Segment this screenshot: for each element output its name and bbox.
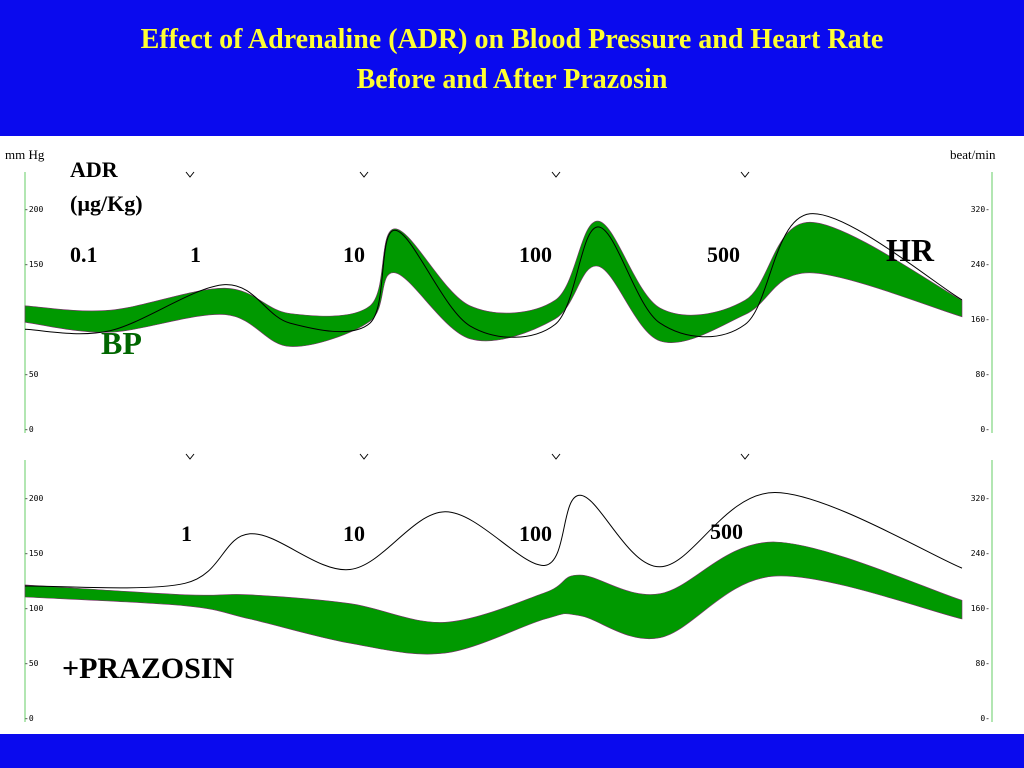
bottom-panel: -200 320--150 240--100 160--50 80--0 0- 1 10 … [24,453,993,723]
dose-label: 500 [707,242,740,267]
left-tick-label: -0 [24,425,34,434]
right-tick-label: 160- [971,604,990,613]
left-axis-unit: mm Hg [5,147,45,162]
dose-header-adr: ADR [70,157,119,182]
dose-label: 10 [343,242,365,267]
bp-label: BP [101,325,142,361]
left-tick-label: -50 [24,659,39,668]
prazosin-label: +PRAZOSIN [62,652,234,685]
left-tick-label: -150 [24,549,43,558]
injection-mark-icon [740,453,750,460]
injection-mark-icon [359,453,369,460]
left-tick-label: -200 [24,205,43,214]
dose-label: 1 [181,521,192,546]
right-axis-unit: beat/min [950,147,996,162]
dose-label: 100 [519,242,552,267]
injection-marks [185,453,750,460]
injection-mark-icon [185,453,195,460]
title-banner: Effect of Adrenaline (ADR) on Blood Pres… [0,0,1024,136]
axis-ticks: -200 320- -150 240- -100 160- -50 80- -0 0- [24,494,990,723]
dose-label: 0.1 [70,242,98,267]
right-tick-label: 0- [980,425,990,434]
left-tick-label: -100 [24,604,43,613]
right-tick-label: 0- [980,714,990,723]
right-tick-label: 160- [971,315,990,324]
chart-title-line2: Before and After Prazosin [356,64,668,95]
injection-mark-icon [185,171,195,178]
right-tick-label: 240- [971,260,990,269]
right-tick-label: 320- [971,205,990,214]
left-tick-label: -50 [24,370,39,379]
left-tick-label: -200 [24,494,43,503]
bp-band [24,541,963,655]
bp-band [24,220,963,347]
injection-mark-icon [740,171,750,178]
bp-hr-chart: mm Hg beat/min -200320--150240--100160--… [5,147,996,723]
right-tick-label: 320- [971,494,990,503]
left-tick-label: -0 [24,714,34,723]
hr-trace [24,213,963,338]
top-panel: mm Hg beat/min -200320--150240--100160--… [5,147,996,434]
injection-mark-icon [551,171,561,178]
chart-title-line1: Effect of Adrenaline (ADR) on Blood Pres… [140,24,884,55]
dose-label: 500 [710,519,743,544]
hr-trace [24,491,963,589]
right-tick-label: 80- [976,659,990,668]
dose-header-unit: (µg/Kg) [70,191,143,216]
footer-bar [0,734,1024,768]
hr-label: HR [886,232,935,268]
injection-mark-icon [359,171,369,178]
right-tick-label: 240- [971,549,990,558]
dose-label: 1 [190,242,201,267]
injection-mark-icon [551,453,561,460]
left-tick-label: -150 [24,260,43,269]
right-tick-label: 80- [976,370,990,379]
dose-label: 100 [519,521,552,546]
dose-label: 10 [343,521,365,546]
injection-marks [185,171,750,178]
